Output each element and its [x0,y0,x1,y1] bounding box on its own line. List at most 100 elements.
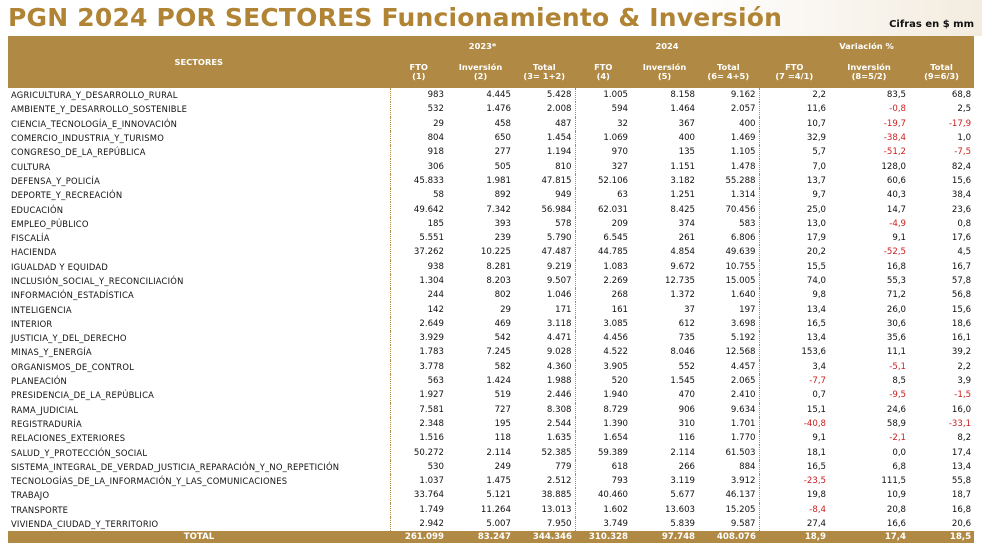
sectors-header: SECTORES [8,36,390,88]
table-cell: 16,5 [758,316,830,332]
sector-name: EDUCACIÓN [11,204,64,215]
table-cell: 15.205 [725,504,756,515]
table-cell: 1.151 [670,161,696,172]
table-cell: 16,8 [886,261,907,272]
sector-name: PLANEACIÓN [11,376,67,387]
table-cell: 612 [678,318,696,329]
table-cell: 519 [494,390,511,401]
column-header-formula: (1) [412,71,426,81]
table-cell: 277 [494,147,511,158]
table-cell: 1.037 [389,474,447,489]
table-cell: 892 [494,190,511,201]
total-cell: 344.346 [514,531,576,544]
column-header: Inversión (8=5/2) [829,56,910,88]
table-cell: 970 [574,145,632,160]
table-cell: 8.729 [574,402,632,417]
table-cell: 804 [389,130,447,146]
table-cell: 8.308 [546,404,572,415]
column-header-name: Inversión [458,62,503,72]
table-cell: 9,1 [758,431,830,446]
table-cell: 61.503 [725,447,756,458]
header-row-groups: SECTORES 2023* 2024 Variación % [8,36,975,88]
sector-name: ORGANISMOS_DE_CONTROL [11,361,135,372]
table-cell: 1.701 [730,418,756,429]
page-title: PGN 2024 POR SECTORES Funcionamiento & I… [8,3,783,32]
table-row: HACIENDA 37.262 10.225 47.487 44.785 4.854 49.… [8,245,974,260]
table-cell: -7,7 [758,373,830,389]
table-cell: 327 [574,159,632,174]
table-cell: 5.790 [546,233,572,244]
table-cell: 8,2 [957,433,972,444]
table-cell: 810 [555,161,572,172]
table-cell: 15,1 [758,402,830,417]
table-row: DEPORTE_Y_RECREACIÓN 58 892 949 63 1.251 1.314… [8,188,974,203]
table-cell: 185 [389,216,447,231]
table-cell: 266 [678,461,696,472]
table-cell: 1.654 [574,431,632,446]
table-cell: 58,9 [886,418,907,429]
column-header-name: Total [930,62,953,72]
table-cell: 11,6 [758,102,830,117]
table-cell: 14,7 [886,204,907,215]
table-cell: 16,5 [758,459,830,475]
table-cell: 38,4 [951,190,972,201]
table-cell: -9,5 [889,390,907,401]
table-cell: 400 [678,133,696,144]
title-bar: PGN 2024 POR SECTORES Funcionamiento & I… [0,0,982,36]
table-cell: 11.264 [480,504,511,515]
sector-name: MINAS_Y_ENERGÍA [11,347,92,358]
table-row: DEFENSA_Y_POLICÍA 45.833 1.981 47.815 52.106… [8,173,974,189]
table-row: INTERIOR 2.649 469 3.118 3.085 612 3.698 16,5 30… [8,316,974,332]
table-cell: 13,7 [758,173,830,189]
table-row: RELACIONES_EXTERIORES 1.516 118 1.635 1.654 1… [8,431,974,446]
table-cell: 2.348 [389,416,447,432]
table-cell: 9.672 [670,261,696,272]
sector-name: PRESIDENCIA_DE_LA_REPÚBLICA [11,390,155,401]
table-cell: 244 [389,288,447,303]
table-cell: 47.487 [541,247,572,258]
table-row: CIENCIA_TECNOLOGÍA_E_INNOVACIÓN 29 458 487 3… [8,116,974,131]
column-header-formula: (4) [596,71,610,81]
table-cell: 542 [494,333,511,344]
table-cell: 15,6 [951,304,972,315]
table-cell: 6,8 [892,461,907,472]
table-cell: 7.950 [546,519,572,530]
units-note: Cifras en $ mm [889,19,974,30]
table-cell: 793 [574,474,632,489]
table-cell: 38.885 [541,490,572,501]
column-header-formula: (5) [657,71,672,81]
table-cell: 10.225 [480,247,511,258]
table-cell: 1.770 [730,433,756,444]
table-cell: 32,9 [758,130,830,146]
table-cell: 2,2 [758,88,830,103]
table-cell: 18,6 [951,318,972,329]
table-cell: 1.635 [546,433,572,444]
column-header-formula: (9=6/3) [924,71,959,81]
table-cell: 4.854 [670,247,696,258]
table-cell: 8,5 [892,376,907,387]
table-cell: 111,5 [881,476,907,487]
table-cell: -51,2 [883,147,907,158]
table-cell: 779 [555,461,572,472]
sector-name: EMPLEO_PÚBLICO [11,218,89,229]
table-cell: -40,8 [758,416,830,432]
column-header: Total (6= 4+5) [698,56,760,88]
table-cell: 1.390 [574,416,632,432]
table-cell: 56,8 [951,290,972,301]
table-cell: 32 [574,116,632,131]
table-cell: 118 [494,433,511,444]
table-row: PLANEACIÓN 563 1.424 1.988 520 1.545 2.065 -7,7… [8,373,974,389]
table-row: ORGANISMOS_DE_CONTROL 3.778 582 4.360 3.905 5… [8,359,974,374]
table-cell: 306 [389,159,447,174]
table-cell: 4.522 [574,345,632,360]
total-cell: 18,9 [759,531,830,544]
table-cell: 7.245 [486,347,511,358]
column-header-formula: (2) [473,71,488,81]
table-cell: 56.984 [541,204,572,215]
column-header: FTO (7 =4/1) [758,56,830,88]
table-row: EDUCACIÓN 49.642 7.342 56.984 62.031 8.425 70.… [8,202,974,217]
table-cell: 23,6 [951,204,972,215]
table-cell: 10,9 [886,490,907,501]
table-cell: 3.905 [574,359,632,374]
table-row: PRESIDENCIA_DE_LA_REPÚBLICA 1.927 519 2.446… [8,388,974,403]
